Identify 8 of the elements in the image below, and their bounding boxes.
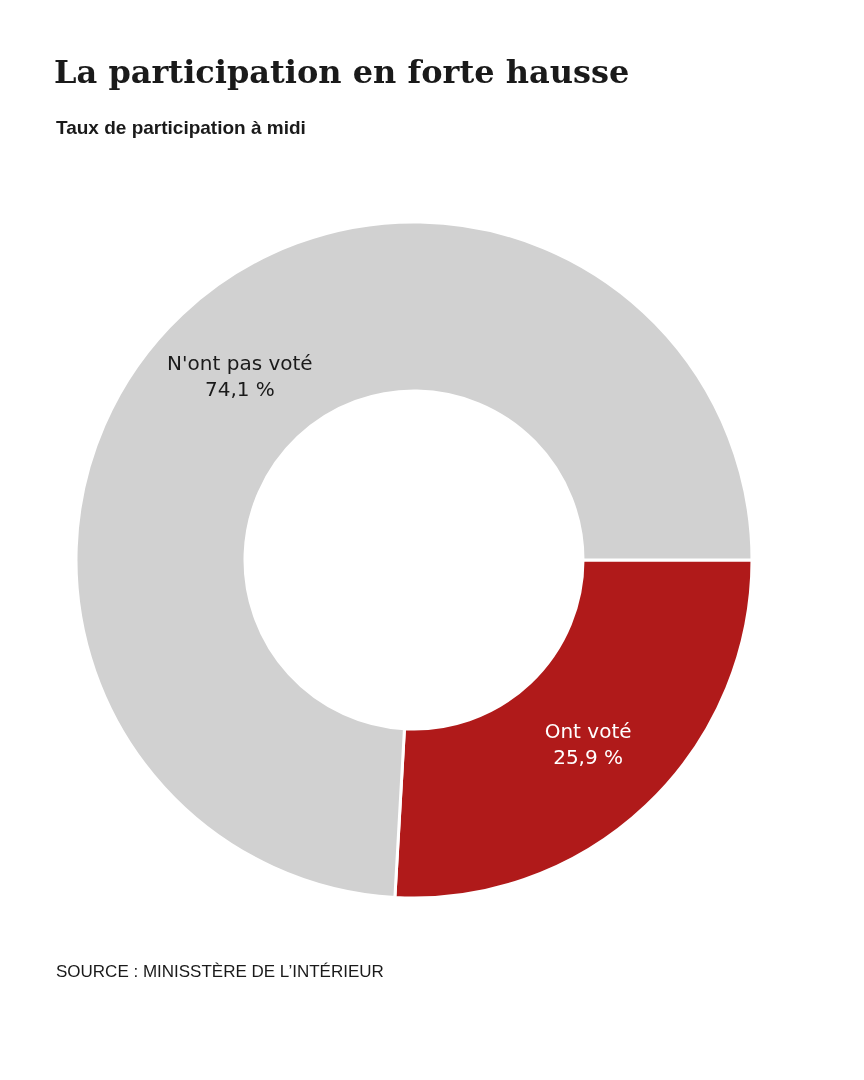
- slice-label: N'ont pas voté: [167, 350, 313, 375]
- donut-slice: [74, 220, 754, 899]
- data-label: 25,9 %: [553, 745, 624, 770]
- chart-title: La participation en forte hausse: [54, 53, 630, 92]
- source-note: SOURCE : MINISSTÈRE DE L’INTÉRIEUR: [56, 962, 384, 981]
- chart-subtitle: Taux de participation à midi: [56, 117, 306, 138]
- slice-label: Ont voté: [544, 719, 632, 744]
- data-label: 74,1 %: [204, 376, 275, 401]
